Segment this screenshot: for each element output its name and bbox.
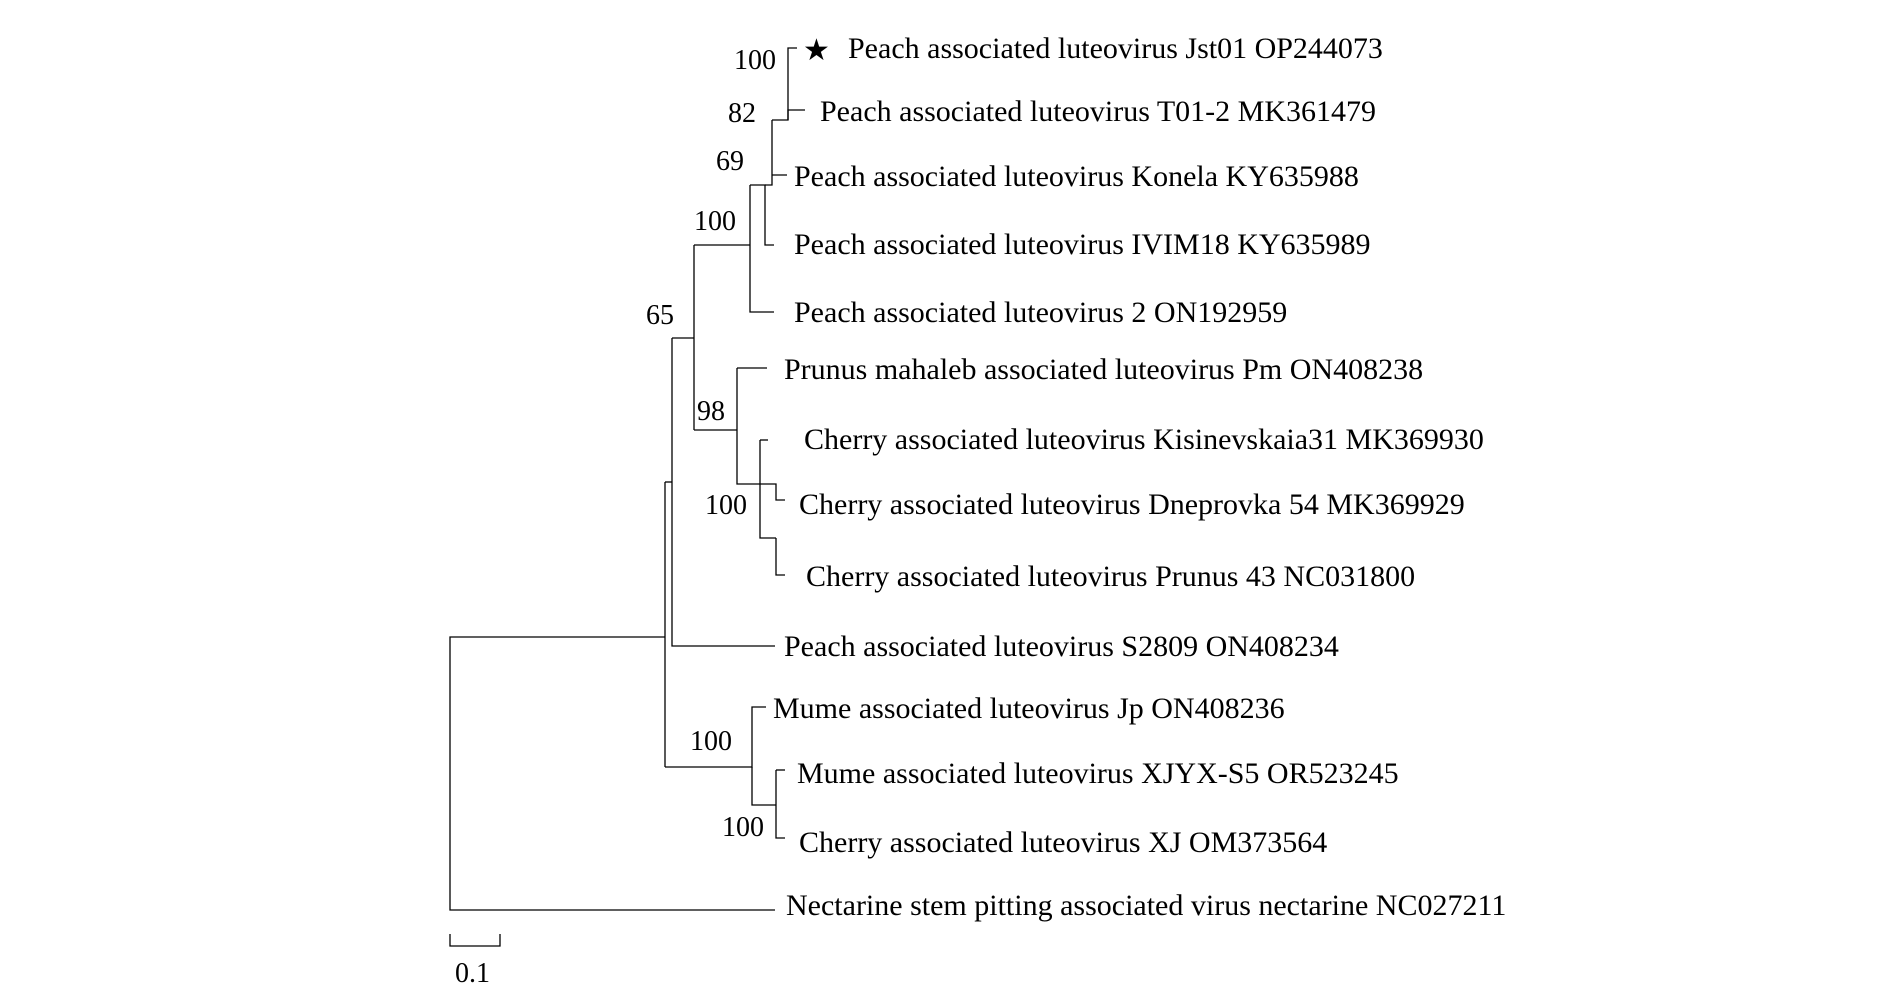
support-value: 82 — [728, 98, 756, 129]
taxon-label: Cherry associated luteovirus Prunus 43 N… — [806, 560, 1415, 593]
taxon-label: Cherry associated luteovirus XJ OM373564 — [799, 826, 1327, 859]
mume-subnode-branch — [775, 770, 785, 839]
taxon-label: Cherry associated luteovirus Kisinevskai… — [804, 423, 1484, 456]
taxon-label: Mume associated luteovirus Jp ON408236 — [773, 692, 1285, 725]
support-value: 100 — [705, 490, 747, 521]
support-value: 69 — [716, 146, 744, 177]
cherry-subnode-branch — [759, 440, 776, 539]
node-100-top-lower — [787, 109, 805, 120]
taxon-label: Prunus mahaleb associated luteovirus Pm … — [784, 353, 1423, 386]
peach-group-vertical — [749, 185, 774, 313]
taxon-labels: Peach associated luteovirus Jst01 OP2440… — [773, 32, 1506, 922]
cherry-subnode-inner — [760, 483, 785, 501]
star-icon: ★ — [803, 33, 830, 68]
support-value: 100 — [734, 45, 776, 76]
taxon-label: Cherry associated luteovirus Dneprovka 5… — [799, 488, 1465, 521]
scale-bar-line — [449, 934, 501, 947]
root-branch — [449, 636, 775, 911]
support-value: 100 — [722, 812, 764, 843]
support-value: 100 — [690, 726, 732, 757]
node-82-branch — [765, 120, 787, 186]
mume-group-branch — [665, 706, 766, 768]
scale-bar-label: 0.1 — [455, 958, 490, 989]
cherry-group-vertical — [736, 368, 760, 485]
support-value: 65 — [646, 300, 674, 331]
taxon-label: Peach associated luteovirus Konela KY635… — [794, 160, 1359, 193]
taxon-label: Peach associated luteovirus IVIM18 KY635… — [794, 228, 1371, 261]
taxon-label: Nectarine stem pitting associated virus … — [786, 889, 1506, 922]
support-value: 98 — [697, 396, 725, 427]
mume-group-lower — [751, 767, 776, 806]
core-clade-branch — [671, 338, 775, 647]
node-69-branch — [750, 184, 774, 246]
taxon-label: Peach associated luteovirus S2809 ON4082… — [784, 630, 1339, 663]
node-100-top-branch — [772, 47, 797, 121]
support-values: 100 82 69 100 98 100 65 100 100 — [646, 45, 776, 843]
scale-bar: 0.1 — [449, 934, 501, 989]
support-value: 100 — [694, 206, 736, 237]
taxon-label: Peach associated luteovirus Jst01 OP2440… — [848, 32, 1383, 65]
taxon-label: Peach associated luteovirus 2 ON192959 — [794, 296, 1287, 329]
taxon-label: Mume associated luteovirus XJYX-S5 OR523… — [797, 757, 1399, 790]
cherry-subnode-inner-b — [775, 538, 785, 576]
taxon-label: Peach associated luteovirus T01-2 MK3614… — [820, 95, 1376, 128]
tree-branches — [449, 47, 805, 911]
